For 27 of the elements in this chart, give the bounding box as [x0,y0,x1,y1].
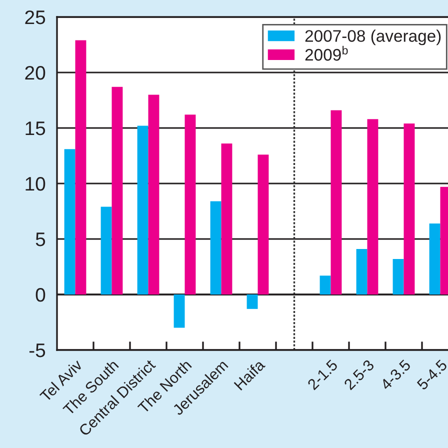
bar [112,86,123,294]
bar [258,154,269,294]
bar [210,201,222,294]
y-tick-label: 10 [26,176,46,191]
legend-label: 2007-08 (average) [305,30,441,46]
bar [367,119,378,294]
bar [184,114,196,294]
bar [392,258,404,294]
y-tick-label: 5 [36,232,46,246]
y-tick-label: 15 [26,122,46,136]
bar [246,294,258,309]
y-tick-label: 25 [25,10,46,24]
bar [320,276,331,294]
bar [137,126,148,294]
y-tick-label: 20 [25,66,46,80]
bar [356,248,368,294]
bar [148,94,160,294]
bar [174,294,185,328]
y-tick-label: 0 [36,288,46,302]
bar [75,40,86,294]
bar [64,149,76,294]
y-tick-label: -5 [29,344,46,358]
bar [330,110,342,294]
bar [100,206,112,294]
legend-label: 2009$^{b}$ [305,46,348,61]
bar [221,144,232,294]
bar [404,124,415,294]
